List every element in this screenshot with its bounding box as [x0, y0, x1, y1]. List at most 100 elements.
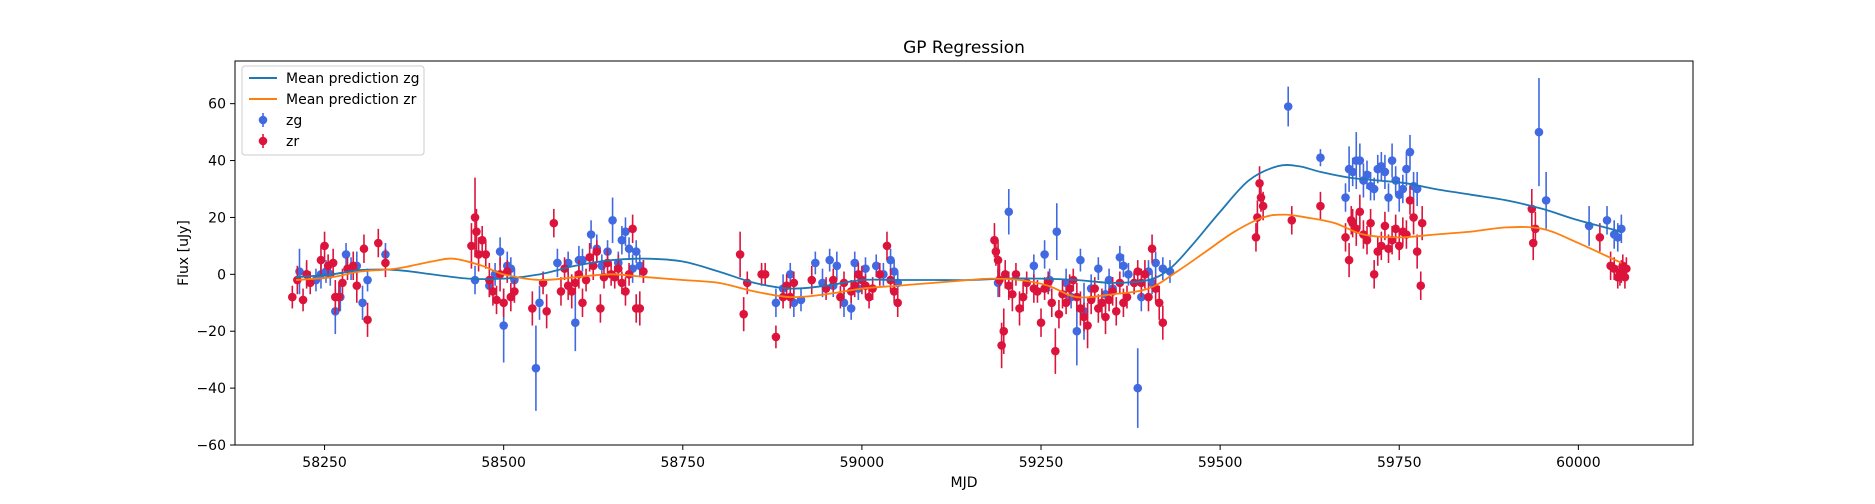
data-point-zg	[1040, 250, 1049, 259]
data-point-zr	[1154, 298, 1164, 308]
data-point-zr	[807, 275, 817, 285]
data-point-zg	[621, 227, 630, 236]
data-point-zr	[305, 278, 315, 288]
data-point-zg	[1412, 184, 1422, 194]
data-point-zr	[373, 238, 383, 248]
data-point-zr	[1362, 235, 1372, 245]
x-tick-label: 60000	[1556, 455, 1601, 471]
data-point-zg	[499, 321, 508, 330]
data-point-zg	[825, 255, 834, 265]
data-point-zg	[1076, 255, 1085, 265]
data-point-zg	[624, 244, 634, 254]
data-point-zg	[470, 275, 480, 285]
data-point-zg	[495, 247, 505, 256]
data-point-zg	[553, 258, 562, 268]
data-point-zg	[1355, 156, 1365, 165]
data-point-zr	[1111, 307, 1121, 316]
data-point-zr	[556, 287, 566, 296]
data-point-zr	[363, 315, 372, 325]
data-point-zg	[850, 258, 860, 268]
data-point-zr	[467, 241, 476, 251]
data-point-zr	[771, 332, 781, 342]
data-point-zr	[571, 278, 580, 288]
data-point-zr	[1255, 179, 1264, 188]
data-point-zr	[1133, 267, 1143, 276]
data-point-zr	[828, 275, 838, 285]
data-point-zr	[1054, 309, 1064, 319]
x-tick-label: 59000	[840, 455, 885, 471]
legend-swatch-zr	[258, 136, 268, 146]
data-point-zr	[993, 255, 1003, 265]
data-point-zr	[893, 298, 903, 308]
data-point-zr	[1622, 264, 1631, 273]
data-point-zr	[288, 292, 297, 302]
data-point-zg	[1398, 184, 1408, 194]
data-point-zr	[1065, 284, 1074, 293]
data-point-zr	[1144, 292, 1153, 302]
data-point-zg	[1029, 261, 1039, 271]
data-point-zr	[1083, 321, 1092, 330]
data-point-zr	[1256, 193, 1266, 202]
data-point-zr	[614, 264, 623, 273]
data-point-zr	[1076, 304, 1085, 313]
data-point-zr	[1344, 255, 1354, 265]
data-point-zr	[889, 287, 899, 296]
data-point-zr	[1079, 312, 1089, 322]
data-point-zr	[617, 278, 627, 288]
data-point-zg	[1094, 264, 1103, 273]
x-tick-label: 58750	[661, 455, 706, 471]
data-point-zr	[1147, 244, 1157, 254]
data-point-zr	[1355, 207, 1365, 217]
data-point-zg	[1369, 184, 1379, 194]
data-point-zg	[586, 230, 596, 239]
data-point-zr	[1609, 264, 1619, 273]
data-point-zr	[592, 247, 602, 256]
data-point-zg	[1133, 383, 1143, 393]
data-point-zr	[352, 281, 362, 291]
data-point-zr	[1122, 292, 1132, 302]
data-point-zr	[1416, 281, 1426, 291]
data-point-zr	[481, 250, 491, 259]
data-point-zg	[1613, 233, 1623, 242]
data-point-zg	[1617, 224, 1626, 234]
data-point-zr	[567, 287, 577, 296]
data-point-zg	[1602, 215, 1612, 225]
y-tick-label: −60	[196, 438, 226, 454]
data-point-zr	[1058, 289, 1067, 299]
data-point-zr	[585, 252, 594, 262]
data-point-zr	[1377, 241, 1386, 251]
data-point-zg	[1124, 270, 1133, 279]
data-point-zr	[348, 261, 358, 271]
data-point-zg	[1534, 127, 1544, 137]
data-point-zr	[735, 250, 745, 259]
data-point-zg	[1151, 258, 1160, 268]
data-point-zr	[882, 241, 892, 251]
data-point-zg	[1072, 326, 1082, 336]
data-point-zr	[1158, 318, 1168, 327]
plot-area	[288, 78, 1631, 428]
legend-label-zr: zr	[286, 134, 299, 150]
data-point-zr	[381, 258, 390, 268]
data-point-zr	[320, 241, 329, 251]
data-point-zg	[1405, 147, 1415, 157]
data-point-zr	[850, 281, 860, 291]
y-tick-label: −40	[196, 381, 226, 397]
data-point-zr	[578, 298, 587, 308]
data-point-zr	[1104, 295, 1114, 305]
data-point-zg	[846, 304, 856, 313]
x-tick-label: 59250	[1019, 455, 1064, 471]
data-point-zr	[1391, 224, 1400, 234]
data-point-zg	[1052, 227, 1062, 236]
data-point-zg	[871, 261, 881, 271]
data-point-zg	[1541, 196, 1551, 205]
axis-ticks: 58250 58500 58750 59000 59250 59500 59750 60000…	[196, 97, 1600, 471]
data-point-zg	[531, 363, 541, 373]
data-point-zr	[639, 267, 648, 276]
data-point-zr	[488, 287, 498, 296]
data-point-zr	[1369, 270, 1379, 279]
data-point-zr	[1409, 213, 1418, 222]
data-point-zg	[811, 258, 820, 268]
data-point-zr	[1316, 201, 1325, 211]
data-point-zg	[578, 255, 587, 265]
